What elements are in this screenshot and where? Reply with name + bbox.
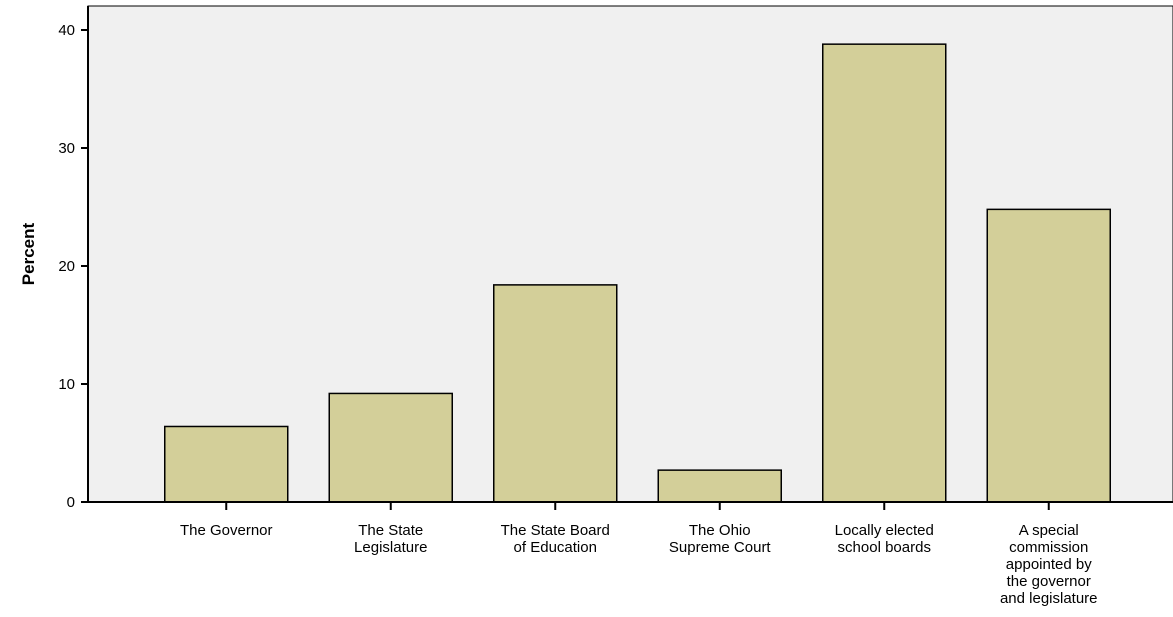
bar xyxy=(822,43,947,503)
bar xyxy=(328,392,453,503)
bar xyxy=(164,425,289,503)
y-tick-label: 10 xyxy=(58,376,75,393)
y-tick-label: 30 xyxy=(58,140,75,157)
y-tick-label: 0 xyxy=(67,494,75,511)
x-tick-label: The Ohio Supreme Court xyxy=(669,522,772,556)
y-axis-ticks: 0 10 20 30 40 xyxy=(58,22,88,511)
x-tick-label: A special commission appointed by the gover… xyxy=(1000,522,1098,607)
bars xyxy=(164,43,1111,503)
x-tick-label: The State Legislature xyxy=(354,522,427,556)
y-axis-title: Percent xyxy=(19,222,38,285)
x-tick-label: The Governor xyxy=(180,522,273,539)
x-axis-ticks: The Governor The State Legislature The Stat… xyxy=(180,502,1098,607)
y-tick-label: 40 xyxy=(58,22,75,39)
bar xyxy=(493,284,618,503)
x-tick-label: Locally elected school boards xyxy=(835,522,934,556)
bar xyxy=(986,208,1111,503)
y-tick-label: 20 xyxy=(58,258,75,275)
bar xyxy=(657,469,782,503)
x-tick-label: The State Board of Education xyxy=(501,522,610,556)
